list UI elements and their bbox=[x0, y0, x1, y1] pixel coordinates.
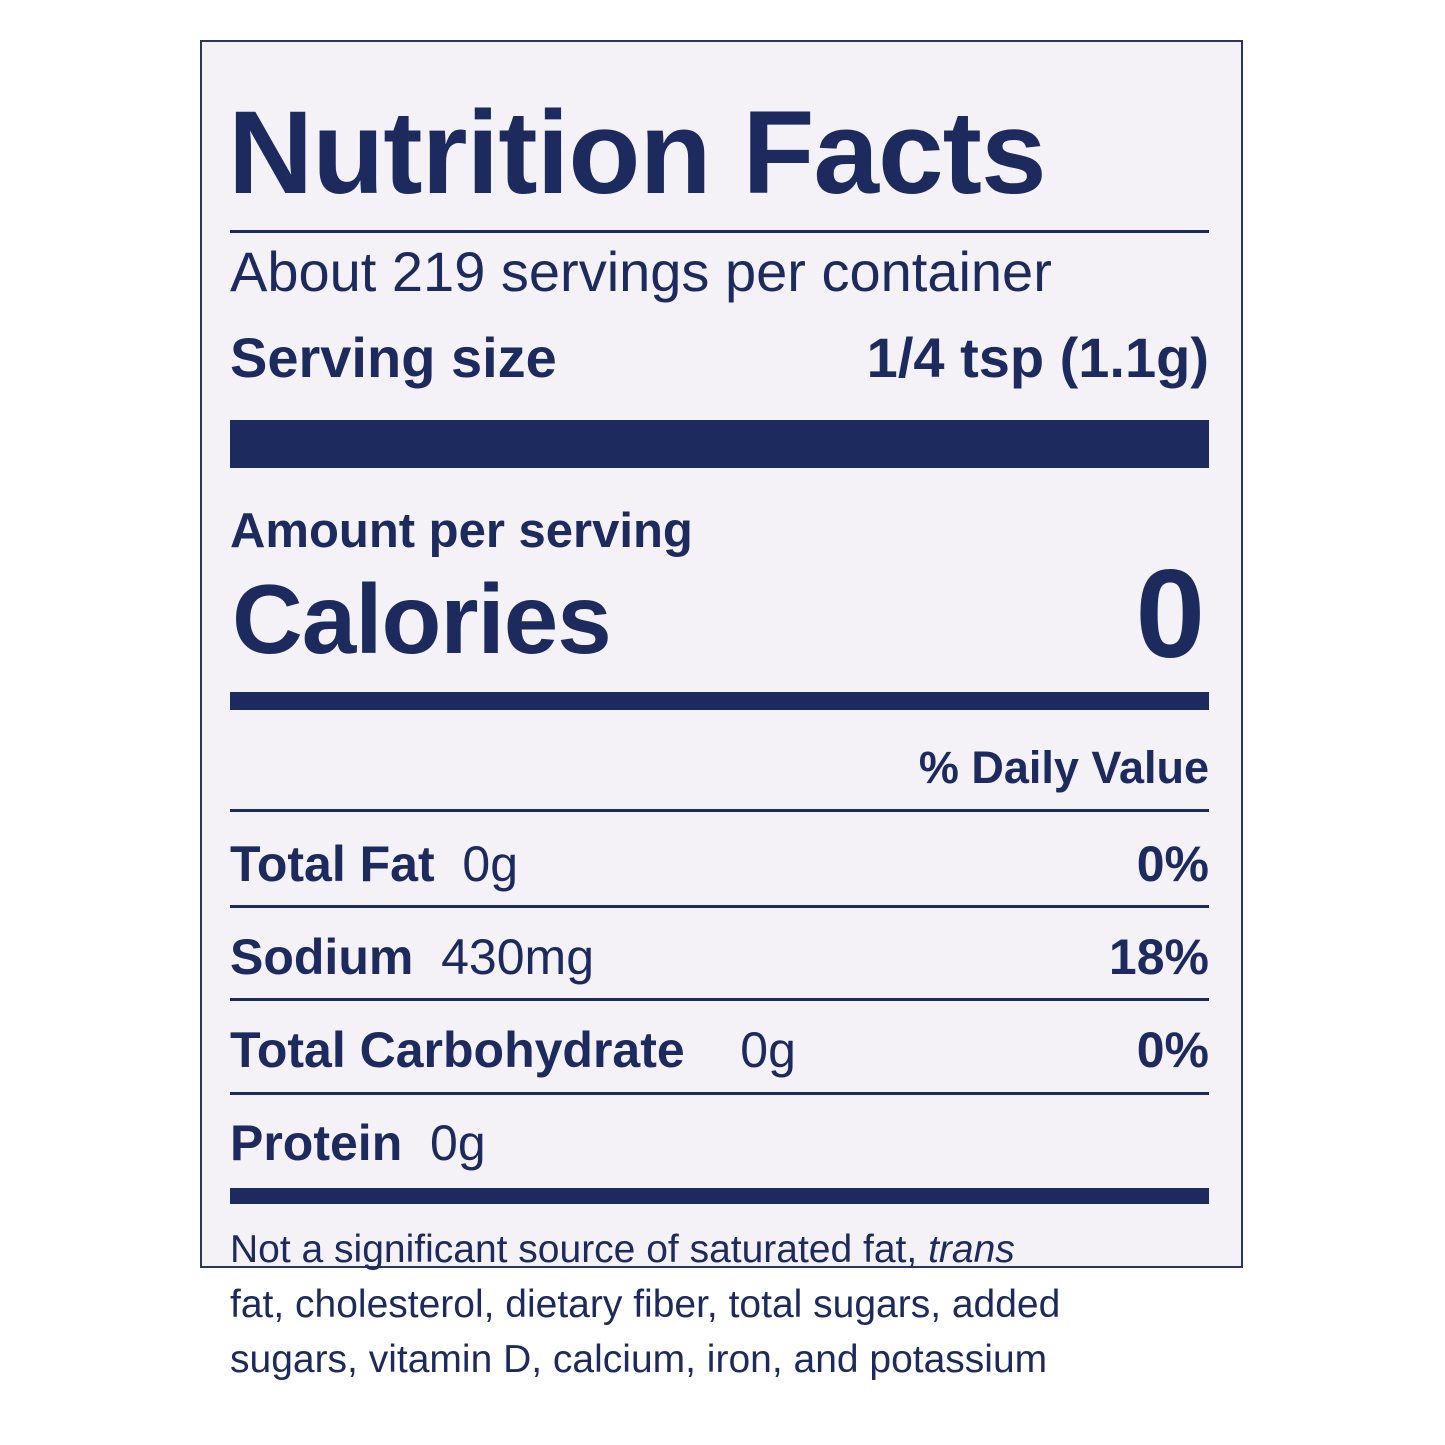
calories-value: 0 bbox=[1135, 545, 1205, 684]
nutrient-amount: 430mg bbox=[441, 929, 595, 985]
nutrient-dv: 0% bbox=[1136, 1022, 1209, 1078]
nutrient-amount: 0g bbox=[430, 1115, 486, 1171]
thick-divider bbox=[230, 420, 1209, 468]
nutrient-name: Total Fat bbox=[230, 836, 435, 892]
nutrient-row: Sodium 430mg bbox=[230, 932, 594, 982]
footnote-line: sugars, vitamin D, calcium, iron, and po… bbox=[230, 1338, 1048, 1381]
serving-size-value: 1/4 tsp (1.1g) bbox=[866, 326, 1209, 389]
divider bbox=[230, 998, 1209, 1001]
footnote-italic: trans bbox=[928, 1228, 1015, 1271]
footnote-line: Not a significant source of saturated fa… bbox=[230, 1230, 1015, 1269]
nutrition-label: Nutrition Facts About 219 servings per c… bbox=[200, 40, 1243, 1379]
divider bbox=[230, 809, 1209, 812]
nutrient-dv: 18% bbox=[1108, 929, 1209, 985]
title: Nutrition Facts bbox=[228, 87, 1047, 219]
nutrient-amount: 0g bbox=[740, 1022, 796, 1078]
nutrient-row: Total Carbohydrate 0g bbox=[230, 1025, 796, 1075]
serving-size-label: Serving size bbox=[230, 326, 557, 389]
medium-divider bbox=[230, 1188, 1209, 1204]
footnote-line: fat, cholesterol, dietary fiber, total s… bbox=[230, 1283, 1061, 1326]
nutrient-dv: 0% bbox=[1136, 836, 1209, 892]
divider bbox=[230, 230, 1209, 233]
daily-value-header: % Daily Value bbox=[918, 742, 1209, 793]
footnote-text: Not a significant source of saturated fa… bbox=[230, 1228, 918, 1271]
nutrient-amount: 0g bbox=[462, 836, 519, 892]
nutrient-row: Total Fat 0g bbox=[230, 839, 518, 889]
nutrient-name: Sodium bbox=[230, 929, 414, 985]
servings-per-container: About 219 servings per container bbox=[230, 240, 1052, 303]
divider bbox=[230, 905, 1209, 908]
nutrient-row: Protein 0g bbox=[230, 1118, 486, 1168]
calories-label: Calories bbox=[232, 564, 612, 674]
amount-per-serving: Amount per serving bbox=[230, 504, 693, 558]
divider bbox=[230, 1092, 1209, 1095]
nutrient-name: Protein bbox=[230, 1115, 403, 1171]
nutrient-name: Total Carbohydrate bbox=[230, 1022, 685, 1078]
medium-divider bbox=[230, 692, 1209, 710]
